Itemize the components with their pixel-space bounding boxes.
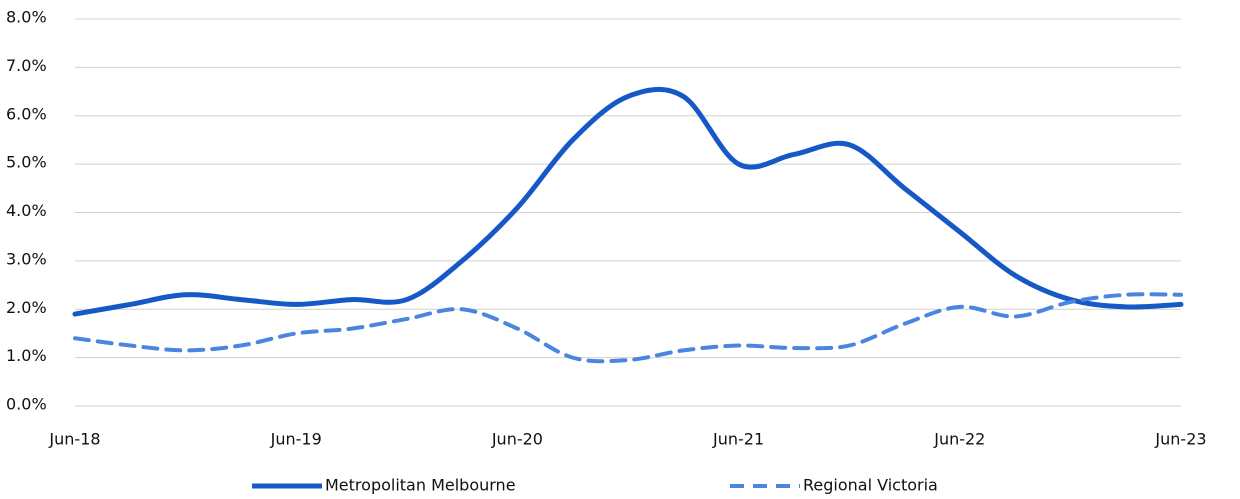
x-tick-label: Jun-18 bbox=[48, 430, 100, 449]
y-tick-label: 7.0% bbox=[6, 56, 47, 75]
legend-label: Metropolitan Melbourne bbox=[325, 476, 516, 495]
y-tick-label: 8.0% bbox=[6, 8, 47, 27]
x-tick-label: Jun-22 bbox=[933, 430, 985, 449]
series-line bbox=[72, 86, 1184, 317]
x-tick-label: Jun-19 bbox=[270, 430, 322, 449]
series-line bbox=[73, 292, 1183, 364]
y-tick-label: 2.0% bbox=[6, 298, 47, 317]
x-tick-label: Jun-20 bbox=[491, 430, 543, 449]
y-tick-label: 4.0% bbox=[6, 201, 47, 220]
legend-label: Regional Victoria bbox=[803, 476, 938, 495]
y-tick-label: 3.0% bbox=[6, 249, 47, 268]
y-tick-label: 5.0% bbox=[6, 153, 47, 172]
x-tick-label: Jun-21 bbox=[712, 430, 764, 449]
y-tick-label: 6.0% bbox=[6, 104, 47, 123]
y-tick-label: 1.0% bbox=[6, 346, 47, 365]
x-tick-label: Jun-23 bbox=[1154, 430, 1206, 449]
y-tick-label: 0.0% bbox=[6, 395, 47, 414]
